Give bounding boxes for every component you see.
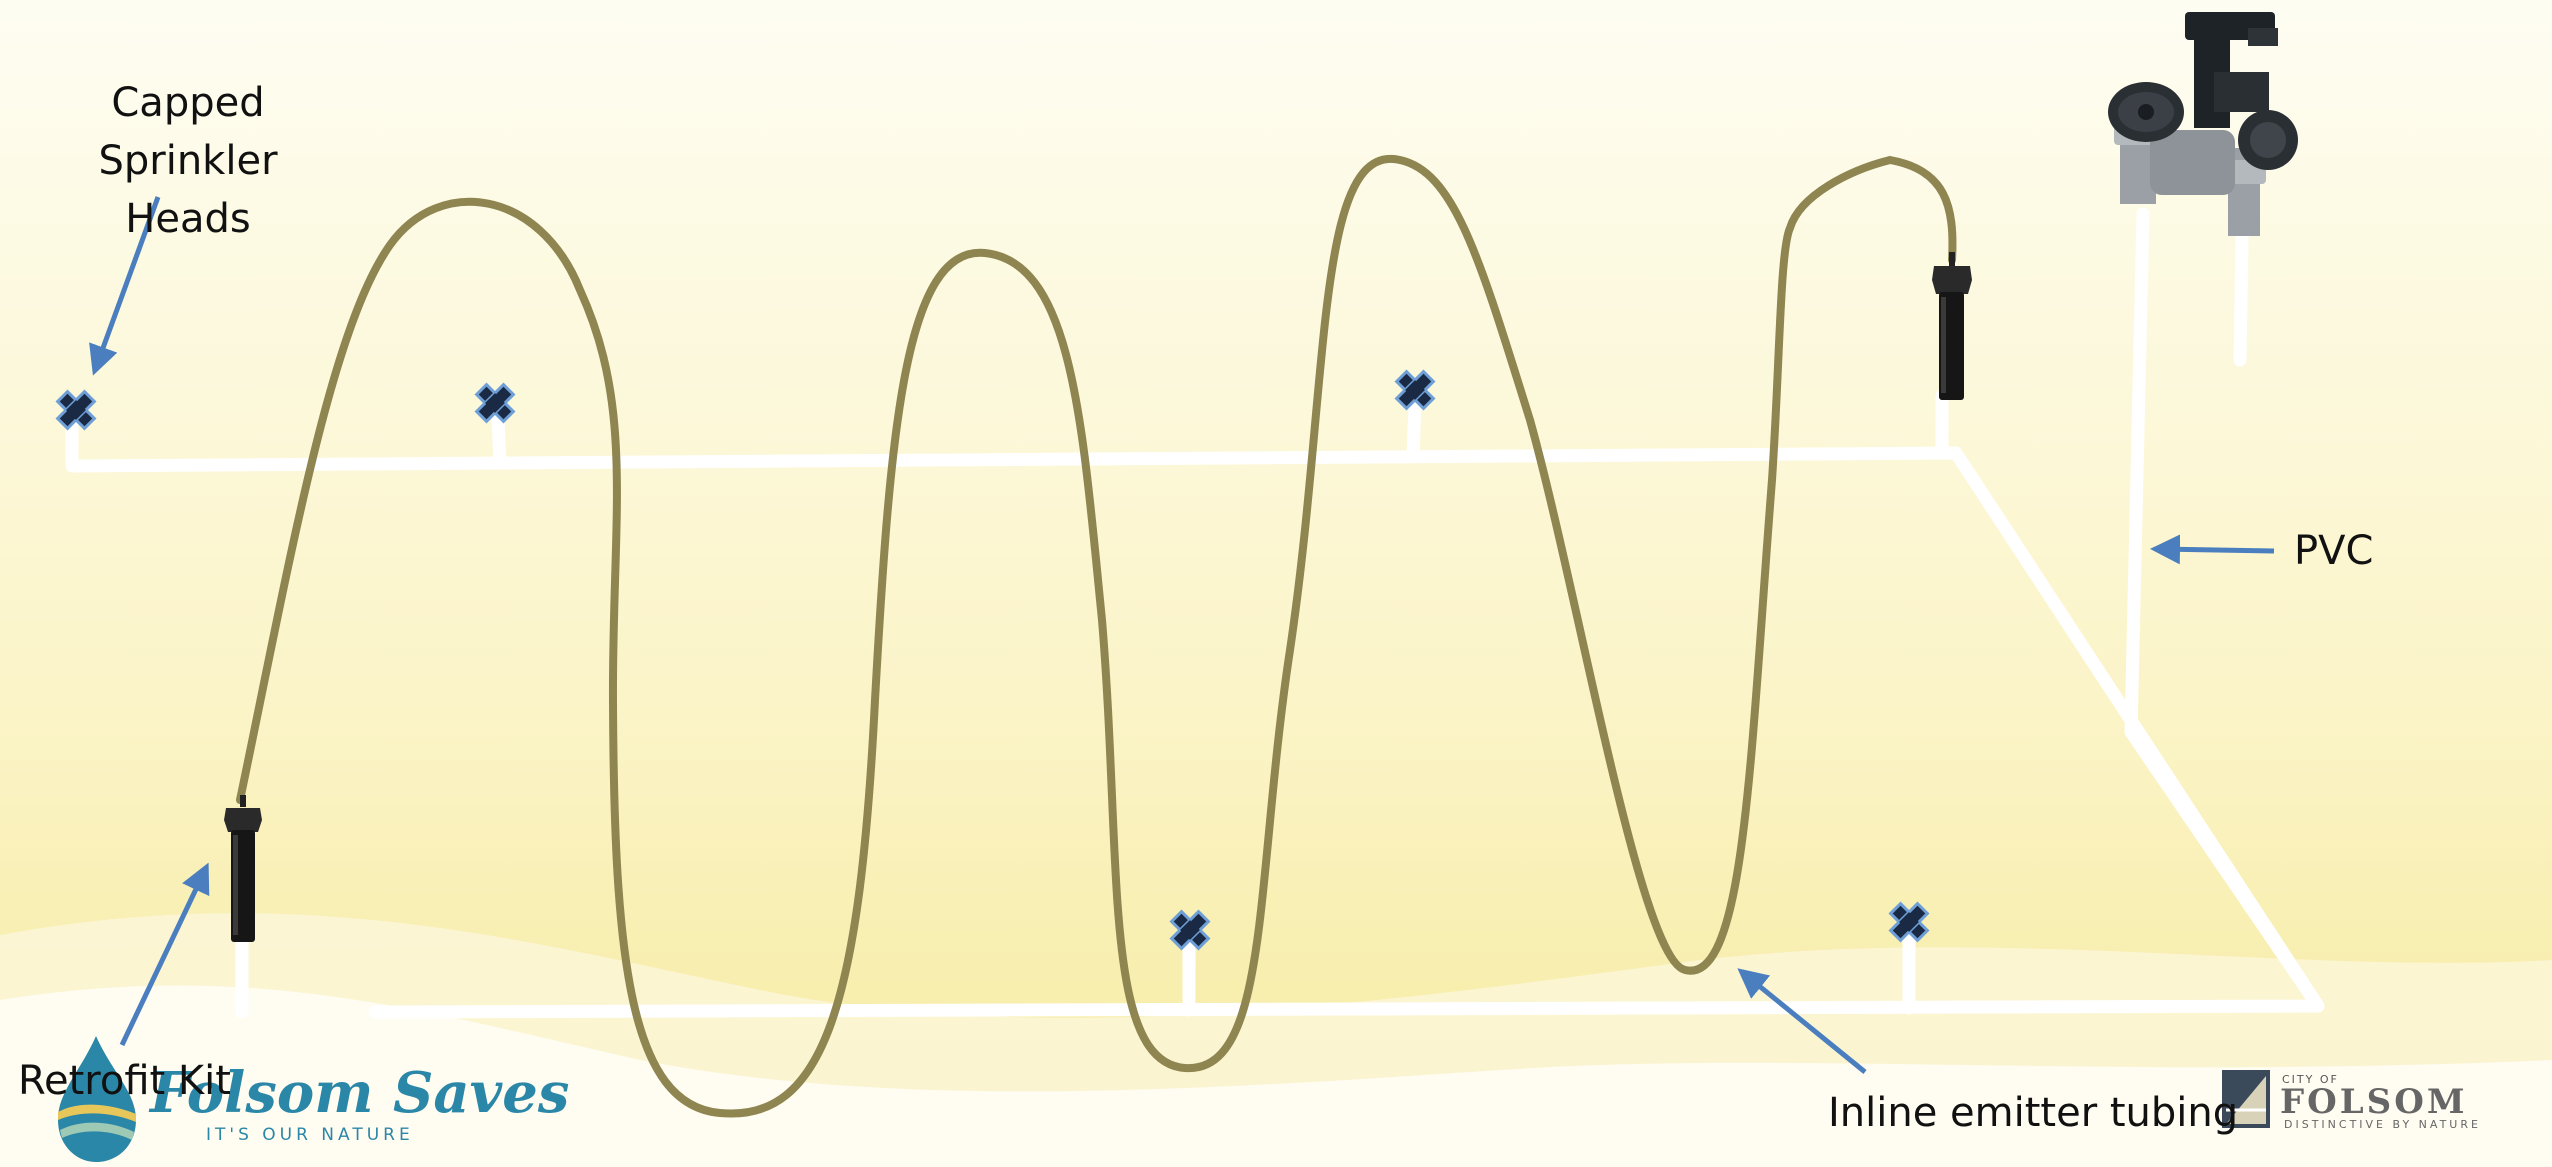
retrofit-kit-top bbox=[1932, 252, 1972, 400]
capped-head-1 bbox=[55, 389, 97, 431]
capped-sprinkler-heads-label: Capped Sprinkler Heads bbox=[18, 74, 358, 248]
background-wave-white bbox=[0, 985, 2552, 1167]
capped-head-3 bbox=[1394, 369, 1436, 411]
city-tagline-text: DISTINCTIVE BY NATURE bbox=[2284, 1118, 2481, 1131]
capped-head-4 bbox=[1169, 909, 1211, 951]
pvc-label: PVC bbox=[2294, 528, 2374, 574]
valve-image bbox=[2108, 12, 2298, 236]
capped-head-5 bbox=[1888, 901, 1930, 943]
arrow-capped-heads bbox=[89, 196, 161, 376]
arrow-retrofit-kit bbox=[119, 862, 210, 1047]
city-of-folsom-logo: CITY OF FOLSOM DISTINCTIVE BY NATURE bbox=[2222, 1070, 2481, 1131]
capped-label-line2: Heads bbox=[125, 196, 251, 242]
inline-emitter-tubing bbox=[236, 154, 1957, 1118]
retrofit-kit-label: Retrofit Kit bbox=[18, 1058, 231, 1104]
arrows bbox=[89, 196, 2275, 1074]
pvc-pipe-network bbox=[65, 207, 2325, 1019]
folsom-saves-title: Folsom Saves bbox=[148, 1060, 569, 1126]
retrofit-kit-bottom bbox=[224, 795, 262, 942]
city-name-text: FOLSOM bbox=[2280, 1082, 2467, 1122]
folsom-saves-logo: Folsom Saves IT'S OUR NATURE bbox=[58, 1036, 569, 1162]
capped-head-2 bbox=[474, 382, 516, 424]
folsom-saves-tagline: IT'S OUR NATURE bbox=[206, 1125, 414, 1145]
capped-label-line1: Capped Sprinkler bbox=[98, 80, 278, 184]
city-small-text: CITY OF bbox=[2282, 1073, 2339, 1086]
arrow-pvc bbox=[2150, 534, 2275, 565]
inline-emitter-tubing-label: Inline emitter tubing bbox=[1828, 1090, 2239, 1136]
arrow-inline-tubing bbox=[1737, 968, 1867, 1074]
